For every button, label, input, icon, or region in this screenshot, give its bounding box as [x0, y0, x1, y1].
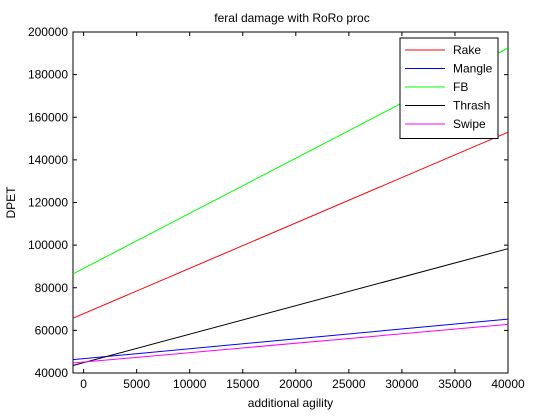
x-tick-label: 5000	[123, 377, 150, 391]
series-line-swipe	[72, 323, 509, 364]
y-axis: 40000 60000 80000 100000 120000 140000 160000 1…	[28, 25, 508, 380]
y-tick-label: 180000	[28, 68, 68, 82]
legend: Rake Mangle FB Thrash Swipe	[399, 37, 499, 139]
x-tick-label: 10000	[173, 377, 207, 391]
x-axis-title: additional agility	[248, 396, 333, 410]
legend-label: Swipe	[453, 117, 486, 131]
y-tick-label: 100000	[28, 238, 68, 252]
legend-label: FB	[453, 80, 468, 94]
y-axis-title: DPET	[4, 186, 18, 219]
y-tick-label: 160000	[28, 110, 68, 124]
series-line-mangle	[72, 318, 509, 361]
x-tick-label: 25000	[332, 377, 366, 391]
x-tick-label: 15000	[226, 377, 260, 391]
y-tick-label: 40000	[35, 366, 69, 380]
legend-label: Mangle	[453, 62, 493, 76]
x-tick-label: 0	[80, 377, 87, 391]
x-tick-label: 20000	[279, 377, 313, 391]
y-tick-label: 80000	[35, 281, 69, 295]
chart-title: feral damage with RoRo proc	[214, 11, 369, 25]
x-tick-label: 35000	[438, 377, 472, 391]
x-tick-label: 40000	[491, 377, 525, 391]
legend-box	[399, 37, 499, 139]
series-line-thrash	[72, 248, 509, 366]
y-tick-label: 60000	[35, 323, 69, 337]
y-tick-label: 120000	[28, 196, 68, 210]
x-tick-label: 30000	[385, 377, 419, 391]
series-line-rake	[72, 131, 509, 319]
y-tick-label: 140000	[28, 153, 68, 167]
y-tick-label: 200000	[28, 25, 68, 39]
legend-label: Rake	[453, 43, 481, 57]
x-axis: 0 5000 10000 15000 20000 25000 30000 35000 40000	[80, 32, 525, 391]
legend-label: Thrash	[453, 99, 490, 113]
